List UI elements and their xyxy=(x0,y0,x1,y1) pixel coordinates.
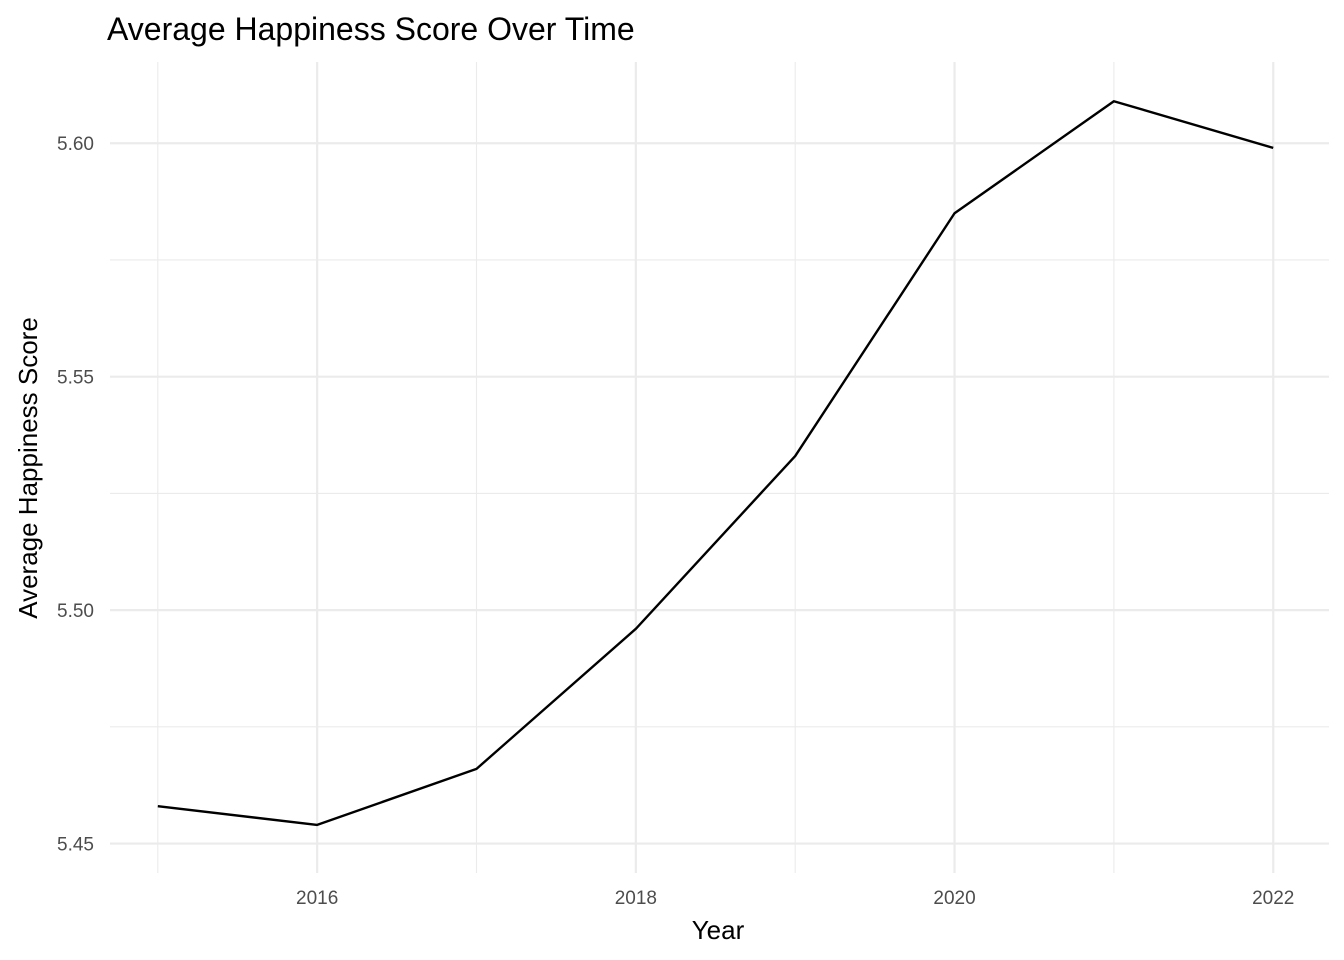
y-axis-tick-labels: 5.45 5.50 5.55 5.60 xyxy=(57,134,94,855)
y-axis-title: Average Happiness Score xyxy=(13,317,43,619)
series-line-0 xyxy=(157,100,1274,827)
x-tick-label-0: 2016 xyxy=(296,888,338,909)
x-tick-label-2: 2020 xyxy=(933,888,975,909)
series-layer xyxy=(157,100,1274,827)
chart-title: Average Happiness Score Over Time xyxy=(107,11,635,47)
x-axis-title: Year xyxy=(692,915,745,945)
major-gridlines xyxy=(110,62,1329,873)
y-tick-label-3: 5.60 xyxy=(57,134,94,155)
x-axis-tick-labels: 2016 2018 2020 2022 xyxy=(296,888,1294,909)
y-tick-label-2: 5.55 xyxy=(57,368,94,389)
y-tick-label-1: 5.50 xyxy=(57,601,94,622)
y-tick-label-0: 5.45 xyxy=(57,835,94,856)
x-tick-label-3: 2022 xyxy=(1252,888,1294,909)
minor-gridlines xyxy=(110,62,1329,873)
x-tick-label-1: 2018 xyxy=(615,888,657,909)
